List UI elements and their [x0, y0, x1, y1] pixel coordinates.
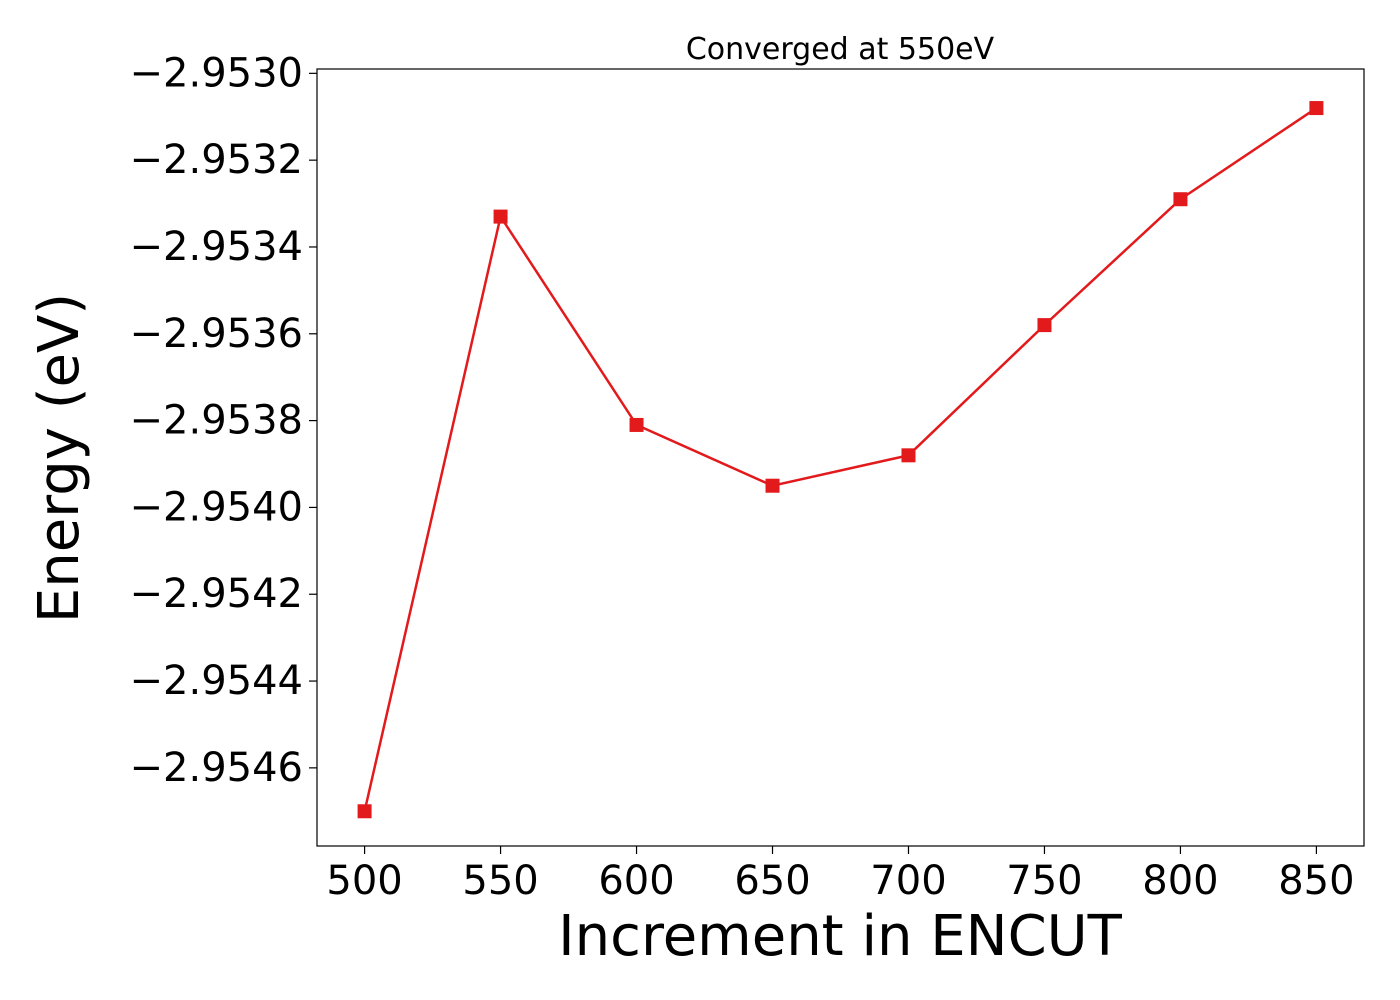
data-point-marker [1037, 318, 1052, 333]
x-tick-label: 500 [326, 858, 402, 904]
y-tick-label: −2.9534 [130, 224, 303, 270]
y-tick-label: −2.9532 [130, 137, 303, 183]
y-tick-label: −2.9544 [130, 658, 303, 704]
y-tick-label: −2.9542 [130, 571, 303, 617]
data-point-marker [765, 478, 780, 493]
x-tick-label: 550 [462, 858, 538, 904]
y-axis-title: Energy (eV) [27, 293, 92, 623]
data-point-marker [1309, 101, 1324, 116]
data-point-marker [493, 209, 508, 224]
series-line [363, 107, 1318, 812]
plot-frame [316, 68, 1365, 847]
y-axis: −2.9530 −2.9532 −2.9534 −2.9536 −2.9538 −2.95… [130, 50, 317, 791]
x-tick-label: 650 [734, 858, 810, 904]
x-tick-label: 600 [598, 858, 674, 904]
y-tick-label: −2.9536 [130, 311, 303, 357]
y-tick-label: −2.9538 [130, 398, 303, 444]
chart-title: Converged at 550eV [686, 32, 995, 67]
data-point-marker [629, 417, 644, 432]
x-tick-label: 750 [1006, 858, 1082, 904]
y-tick-label: −2.9546 [130, 745, 303, 791]
y-tick-label: −2.9530 [130, 50, 303, 96]
data-series [357, 101, 1324, 819]
x-tick-label: 850 [1278, 858, 1354, 904]
y-tick-label: −2.9540 [130, 484, 303, 530]
x-tick-label: 800 [1142, 858, 1218, 904]
x-axis: 500 550 600 650 700 750 800 850 [326, 846, 1355, 904]
data-point-marker [1173, 192, 1188, 207]
data-point-marker [901, 448, 916, 463]
x-axis-title: Increment in ENCUT [558, 904, 1123, 969]
data-point-marker [357, 804, 372, 819]
x-tick-label: 700 [870, 858, 946, 904]
